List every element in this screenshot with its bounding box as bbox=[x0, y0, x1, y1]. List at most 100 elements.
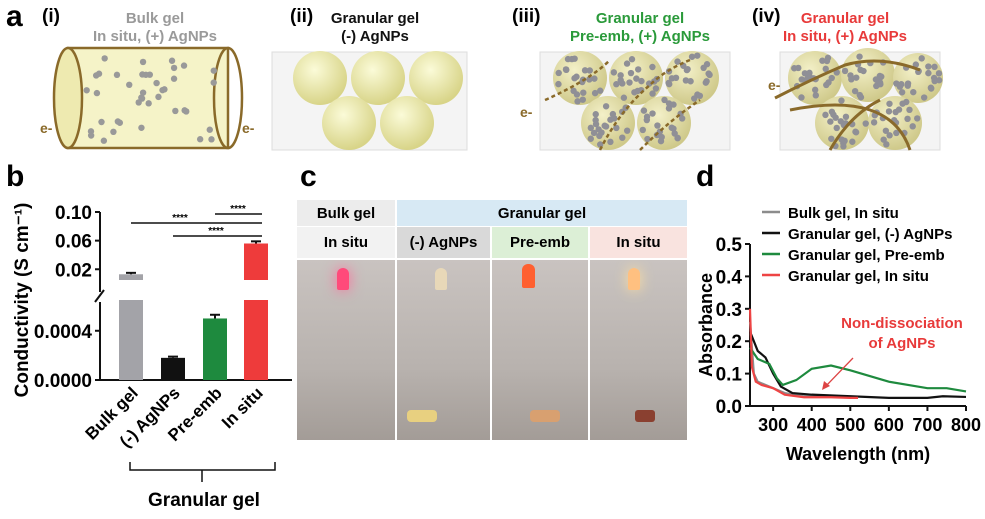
agnp-dot bbox=[555, 80, 562, 88]
agnp-dot bbox=[682, 77, 690, 84]
agnp-dot bbox=[170, 75, 178, 82]
agnp-dot bbox=[206, 126, 213, 133]
group-label: Granular gel bbox=[148, 490, 260, 511]
agnp-dot bbox=[587, 135, 594, 142]
agnp-dot bbox=[914, 115, 921, 122]
significance-label: **** bbox=[230, 204, 246, 215]
agnp-dot bbox=[619, 134, 626, 141]
agnp-dot bbox=[849, 138, 856, 145]
title-line: Granular gel bbox=[800, 10, 890, 27]
y-tick-label: 0.0004 bbox=[34, 322, 93, 343]
y-tick-label: 0.1 bbox=[716, 365, 743, 386]
electron-label: e- bbox=[520, 104, 533, 120]
agnp-dot bbox=[180, 62, 188, 69]
title-line: (-) AgNPs bbox=[341, 28, 409, 45]
x-tick-label: 300 bbox=[758, 415, 788, 435]
agnp-dot bbox=[694, 52, 701, 59]
agnp-dot bbox=[581, 67, 589, 74]
agnp-dot bbox=[918, 55, 925, 62]
title-line: Pre-emb, (+) AgNPs bbox=[570, 28, 710, 45]
agnp-dot bbox=[842, 113, 850, 121]
x-tick-label: In situ bbox=[218, 383, 267, 432]
title-line: Granular gel bbox=[595, 10, 685, 27]
legend-label: Granular gel, Pre-emb bbox=[788, 247, 945, 264]
panel-c-label: c bbox=[300, 160, 317, 193]
panel-b-label: b bbox=[6, 160, 25, 193]
agnp-dot bbox=[592, 116, 599, 124]
agnp-dot bbox=[705, 70, 712, 77]
photo-no-agnps-led bbox=[397, 260, 490, 440]
bar-lower bbox=[119, 300, 143, 380]
agnp-dot bbox=[613, 81, 620, 88]
agnp-dot bbox=[812, 92, 820, 99]
agnp-dot bbox=[172, 107, 179, 115]
agnp-dot bbox=[620, 94, 628, 101]
agnp-dot bbox=[601, 122, 608, 129]
granular-gel-in-situ bbox=[774, 48, 943, 151]
arrow-head bbox=[822, 381, 830, 390]
agnp-dot bbox=[880, 136, 887, 143]
agnp-dot bbox=[684, 65, 691, 73]
agnp-dot bbox=[580, 89, 587, 96]
x-tick-label: 400 bbox=[797, 415, 827, 435]
agnp-dot bbox=[674, 58, 681, 65]
subheader-no-agnps: (-) AgNPs bbox=[397, 227, 490, 258]
significance-label: **** bbox=[172, 213, 188, 224]
agnp-dot bbox=[853, 74, 860, 81]
agnp-dot bbox=[649, 90, 656, 97]
agnp-dot bbox=[910, 88, 917, 96]
agnp-dot bbox=[912, 61, 920, 68]
title-line: In situ, (+) AgNPs bbox=[782, 28, 908, 45]
agnp-dot bbox=[671, 130, 678, 137]
y-tick-label: 0.0000 bbox=[34, 371, 92, 392]
agnp-dot bbox=[687, 78, 694, 85]
agnp-dot bbox=[798, 76, 805, 83]
y-tick-label: 0.2 bbox=[716, 332, 742, 353]
panel-a-ii-title: Granular gel (-) AgNPs bbox=[300, 10, 450, 46]
agnp-dot bbox=[619, 80, 626, 87]
title-line: Bulk gel bbox=[125, 10, 185, 27]
agnp-dot bbox=[602, 103, 610, 110]
agnp-dot bbox=[822, 111, 829, 119]
subheader-pre-emb: Pre-emb bbox=[492, 227, 588, 258]
agnp-dot bbox=[110, 128, 117, 136]
agnp-dot bbox=[607, 116, 614, 123]
agnp-dot bbox=[822, 65, 829, 73]
agnp-dot bbox=[635, 66, 642, 73]
agnp-dot bbox=[904, 82, 911, 89]
header-bulk-gel: Bulk gel bbox=[297, 200, 395, 226]
bulk-gel-cylinder bbox=[52, 46, 244, 150]
agnp-dot bbox=[597, 87, 604, 94]
agnp-dot bbox=[93, 89, 101, 97]
agnp-dot bbox=[819, 57, 826, 64]
agnp-dot bbox=[925, 69, 932, 77]
agnp-dot bbox=[906, 106, 913, 114]
agnp-dot bbox=[579, 96, 586, 103]
agnp-dot bbox=[657, 137, 665, 145]
agnp-dot bbox=[678, 115, 686, 122]
agnp-dot bbox=[571, 55, 578, 62]
granular-gel-no-agnps bbox=[271, 51, 468, 151]
panel-a-label: a bbox=[6, 0, 23, 33]
series-line bbox=[748, 308, 858, 399]
agnp-dot bbox=[555, 69, 562, 77]
panel-a-iv-num: (iv) bbox=[752, 6, 781, 27]
legend-label: Bulk gel, In situ bbox=[788, 205, 899, 222]
agnp-dot bbox=[661, 96, 668, 104]
y-axis-label: Conductivity (S cm⁻¹) bbox=[12, 203, 33, 398]
agnp-dot bbox=[886, 100, 893, 107]
agnp-dot bbox=[610, 69, 618, 76]
agnp-dot bbox=[828, 108, 836, 115]
agnp-dot bbox=[638, 77, 645, 85]
agnp-dot bbox=[806, 69, 813, 77]
agnp-dot bbox=[852, 129, 860, 136]
agnp-dot bbox=[838, 97, 845, 104]
agnp-dot bbox=[592, 111, 599, 118]
title-line: Granular gel bbox=[330, 10, 420, 27]
agnp-dot bbox=[665, 105, 673, 112]
legend-label: Granular gel, In situ bbox=[788, 268, 929, 285]
photo-bulk-gel-led bbox=[297, 260, 395, 440]
agnp-dot bbox=[857, 66, 864, 74]
electron-label: e- bbox=[242, 120, 255, 136]
panel-a-iii-num: (iii) bbox=[512, 6, 541, 27]
